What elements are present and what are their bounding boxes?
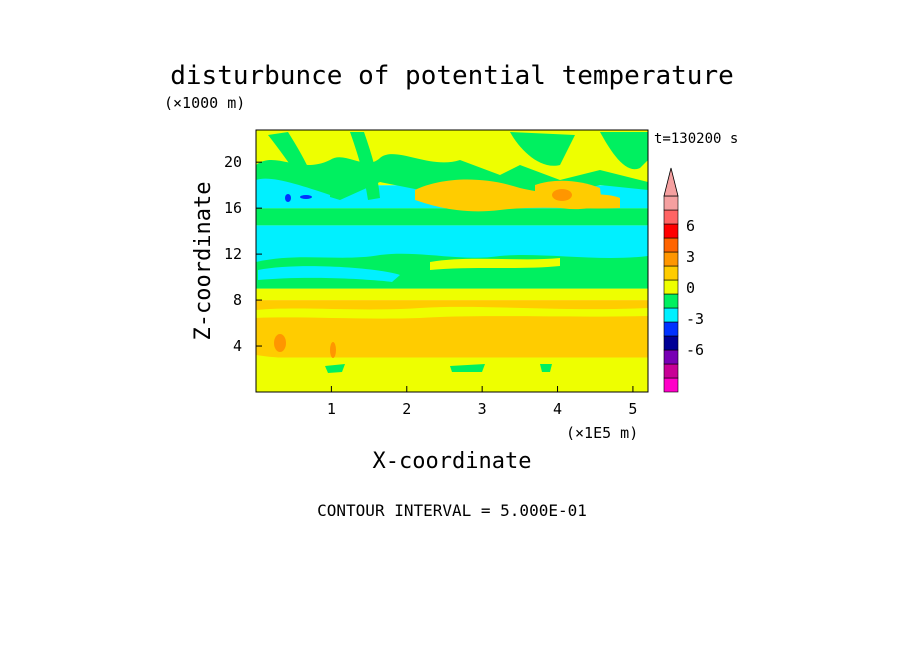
colorbar-label: 6 <box>686 217 695 235</box>
colorbar-arrow <box>663 167 679 197</box>
colorbar-label: 3 <box>686 248 695 266</box>
y-axis-label: Z-coordinate <box>191 182 216 341</box>
x-tick-label: 1 <box>327 400 336 418</box>
colorbar-segment <box>663 321 679 337</box>
colorbar-segment <box>663 349 679 365</box>
x-tick-label: 3 <box>478 400 487 418</box>
field-patches <box>256 132 648 373</box>
y-tick-label: 16 <box>224 199 242 217</box>
x-tick-label: 4 <box>553 400 562 418</box>
x-tick-label: 5 <box>628 400 637 418</box>
colorbar-segment <box>663 335 679 351</box>
y-tick-label: 8 <box>233 291 242 309</box>
y-unit-label: (×1000 m) <box>164 94 245 112</box>
x-axis-label: X-coordinate <box>373 449 532 474</box>
colorbar-segment <box>663 265 679 281</box>
y-tick-label: 20 <box>224 153 242 171</box>
contour-interval: CONTOUR INTERVAL = 5.000E-01 <box>317 501 587 520</box>
field-band-2 <box>256 288 648 301</box>
colorbar-segment <box>663 195 679 211</box>
colorbar-segment <box>663 279 679 295</box>
colorbar-label: -6 <box>686 341 704 359</box>
colorbar-segment <box>663 223 679 239</box>
colorbar-segment <box>663 293 679 309</box>
field-band-5 <box>256 208 648 226</box>
x-tick-label: 2 <box>402 400 411 418</box>
colorbar-segment <box>663 363 679 379</box>
colorbar-segment <box>663 307 679 323</box>
plot-frame <box>255 129 649 393</box>
y-tick-label: 4 <box>233 337 242 355</box>
contour-field <box>256 130 648 392</box>
colorbar-label: -3 <box>686 310 704 328</box>
colorbar-segment <box>663 251 679 267</box>
chart-title: disturbunce of potential temperature <box>170 61 734 91</box>
colorbar-segment <box>663 377 679 393</box>
time-label: t=130200 s <box>654 131 738 147</box>
colorbar-label: 0 <box>686 279 695 297</box>
colorbar-segment <box>663 209 679 225</box>
x-unit-label: (×1E5 m) <box>566 424 638 442</box>
y-axis: 4 8 12 16 20 <box>224 153 262 355</box>
y-tick-label: 12 <box>224 245 242 263</box>
x-axis: 1 2 3 4 5 <box>327 386 637 418</box>
colorbar-segment <box>663 237 679 253</box>
colorbar: 6 3 0 -3 -6 <box>663 167 704 393</box>
